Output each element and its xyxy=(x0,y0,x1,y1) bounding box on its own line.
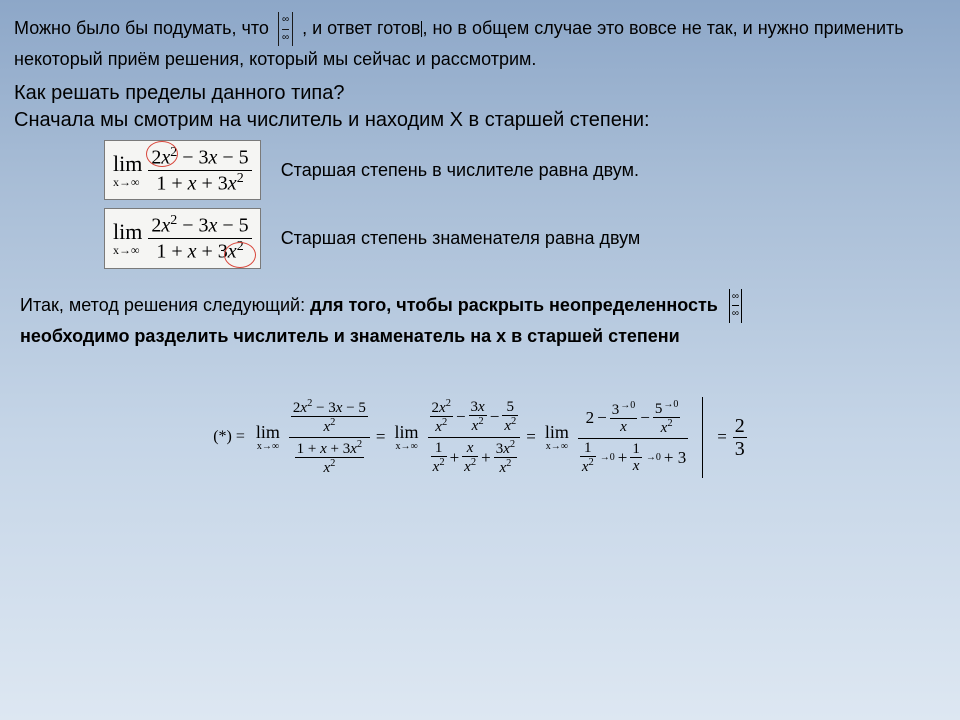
stage2-fraction: 2x2x2 − 3xx2 − 5x2 1x2 + xx2 + 3x2x2 xyxy=(428,397,521,478)
intro-part1: Можно было бы подумать, что xyxy=(14,18,269,38)
question-heading: Как решать пределы данного типа? xyxy=(14,82,946,105)
intro-part2: , и ответ готов xyxy=(302,18,420,38)
infinity-over-infinity-icon: ∞ ∞ xyxy=(278,12,293,46)
vertical-bar-icon xyxy=(702,397,703,478)
lim-symbol: lim x→∞ xyxy=(256,422,280,452)
stage3-fraction: 2 − 3→0x − 5→0x2 1x2→0 + 1x→0 + 3 xyxy=(578,398,688,477)
result-fraction: 2 3 xyxy=(733,415,747,460)
figure-row-2: lim x→∞ 2x2 − 3x − 5 1 + x + 3x2 Старшая… xyxy=(104,208,946,268)
derivation-row: (*) = lim x→∞ 2x2 − 3x − 5 x2 1 + x + 3x… xyxy=(14,397,946,478)
figure-1-caption: Старшая степень в числителе равна двум. xyxy=(281,160,639,181)
step-1-text: Сначала мы смотрим на числитель и находи… xyxy=(14,109,946,132)
method-lead: Итак, метод решения следующий: xyxy=(20,294,310,314)
intro-paragraph: Можно было бы подумать, что ∞ ∞ , и отве… xyxy=(14,12,946,72)
method-paragraph: Итак, метод решения следующий: для того,… xyxy=(20,289,946,349)
limit-expression-2: lim x→∞ 2x2 − 3x − 5 1 + x + 3x2 xyxy=(104,208,261,268)
slide-content: Можно было бы подумать, что ∞ ∞ , и отве… xyxy=(0,0,960,478)
stage1-fraction: 2x2 − 3x − 5 x2 1 + x + 3x2 x2 xyxy=(289,397,370,478)
method-bold: для того, чтобы раскрыть неопределенност… xyxy=(310,294,718,314)
star-label: (*) = xyxy=(213,428,245,446)
figure-2-caption: Старшая степень знаменателя равна двум xyxy=(281,228,641,249)
figure-row-1: lim x→∞ 2x2 − 3x − 5 1 + x + 3x2 Старшая… xyxy=(104,140,946,200)
method-tail: необходимо разделить числитель и знамена… xyxy=(20,326,680,346)
limit-expression-1: lim x→∞ 2x2 − 3x − 5 1 + x + 3x2 xyxy=(104,140,261,200)
infinity-over-infinity-icon: ∞ ∞ xyxy=(729,289,742,323)
